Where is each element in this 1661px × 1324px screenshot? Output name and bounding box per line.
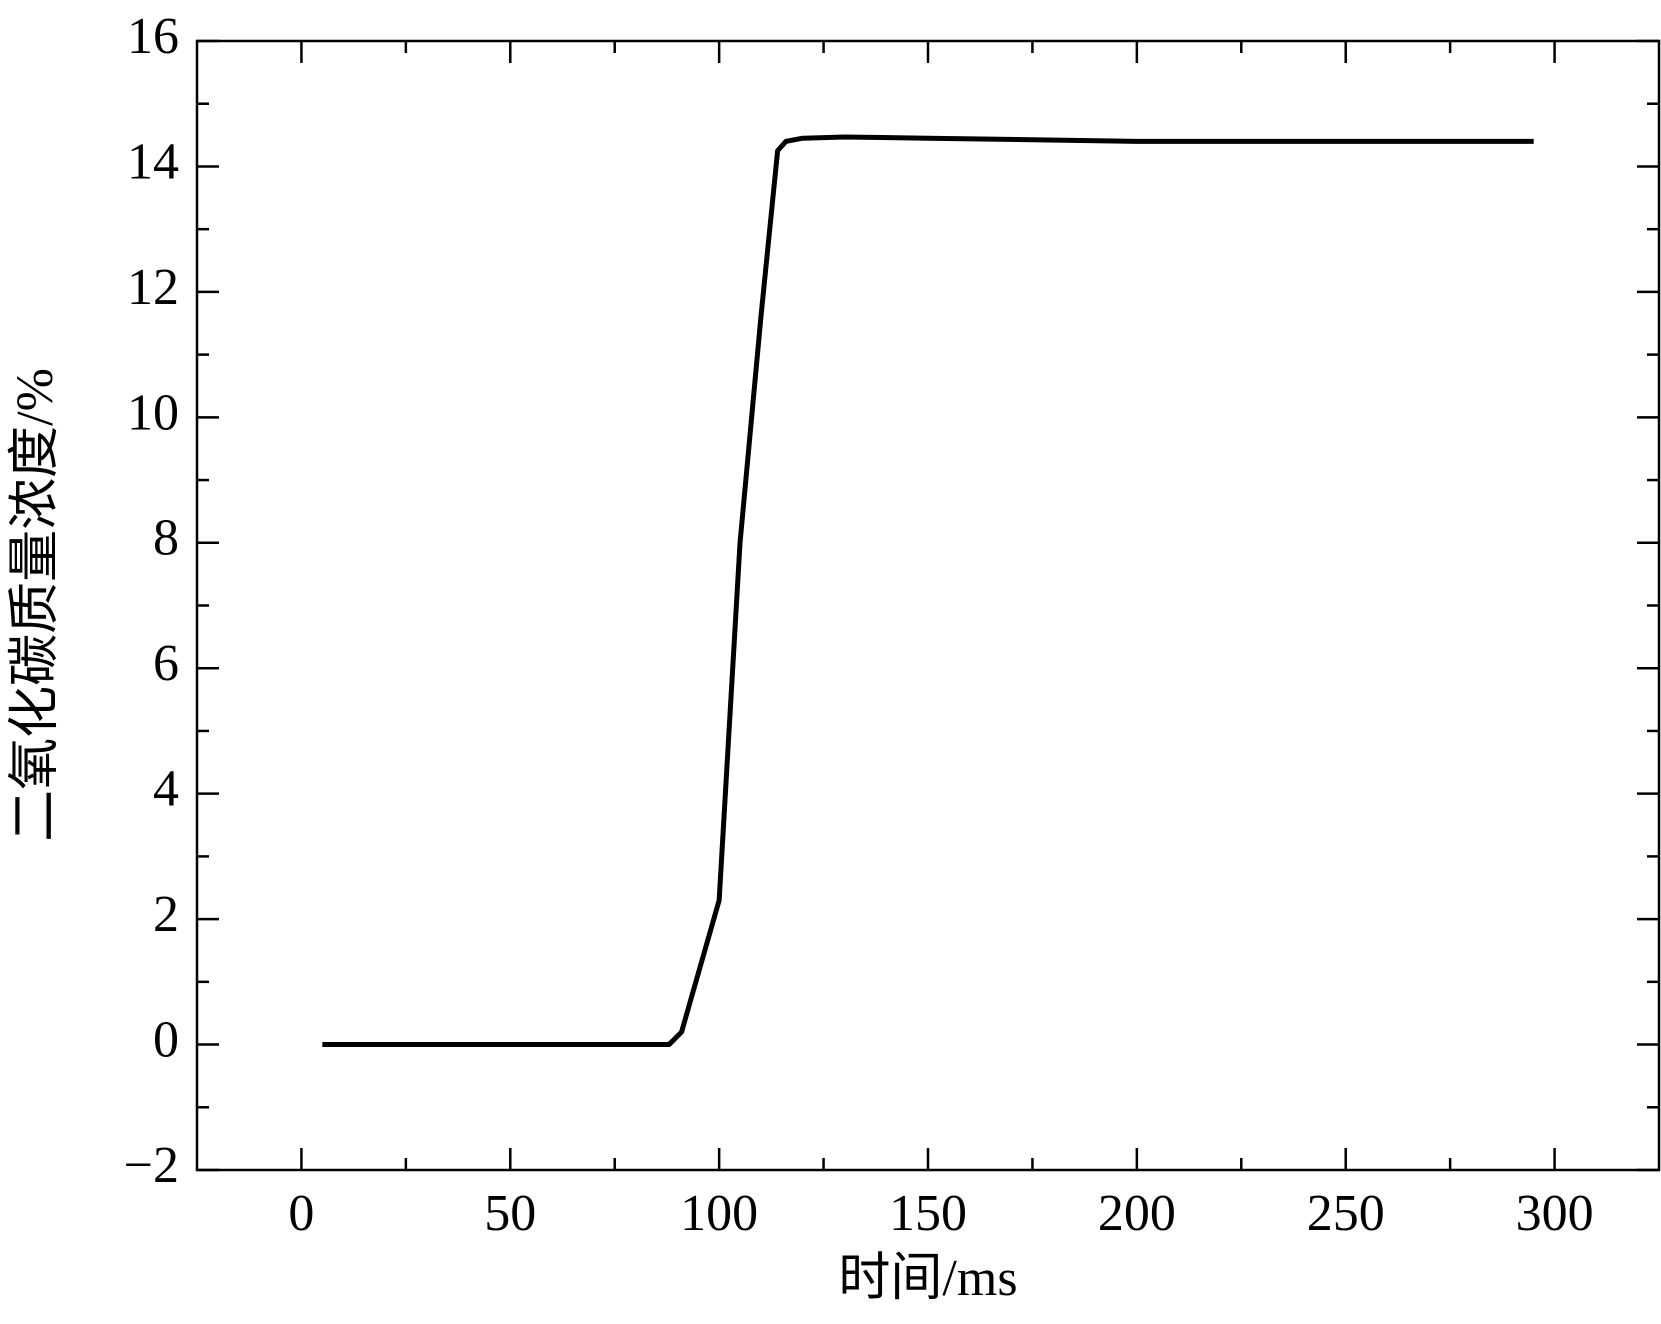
y-tick-label: −2: [124, 1137, 179, 1194]
x-tick-label: 50: [484, 1185, 536, 1242]
y-tick-label: 0: [153, 1011, 179, 1068]
y-tick-label: 2: [153, 886, 179, 943]
y-tick-label: 8: [153, 510, 179, 567]
x-axis-label: 时间/ms: [838, 1250, 1017, 1307]
y-tick-label: 10: [127, 384, 179, 441]
x-tick-label: 0: [288, 1185, 314, 1242]
y-axis-label: 二氧化碳质量浓度/%: [7, 368, 64, 842]
plot-frame: [195, 39, 1661, 1172]
x-tick-label: 250: [1307, 1185, 1385, 1242]
x-tick-label: 100: [680, 1185, 758, 1242]
y-tick-label: 12: [127, 259, 179, 316]
y-tick-label: 16: [127, 8, 179, 65]
x-tick-label: 300: [1516, 1185, 1594, 1242]
y-tick-label: 4: [153, 761, 179, 818]
y-tick-label: 6: [153, 635, 179, 692]
y-tick-label: 14: [127, 133, 179, 190]
x-tick-label: 150: [889, 1185, 967, 1242]
x-tick-label: 200: [1098, 1185, 1176, 1242]
data-line: [322, 134, 1534, 1048]
